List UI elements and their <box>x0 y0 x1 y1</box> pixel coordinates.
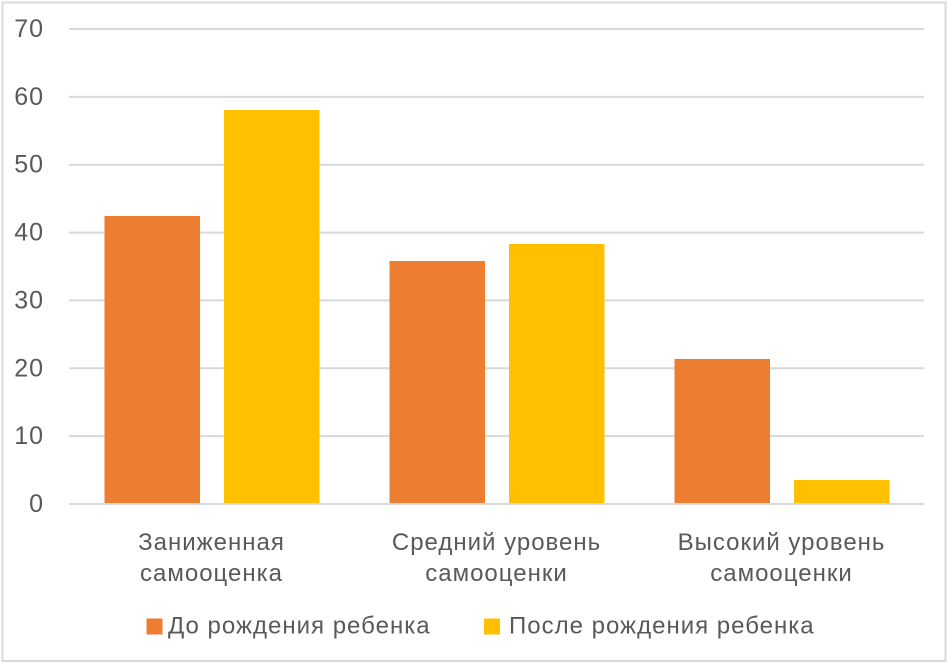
svg-text:70: 70 <box>14 15 44 43</box>
svg-text:0: 0 <box>29 490 44 518</box>
svg-text:20: 20 <box>14 354 44 382</box>
svg-text:самооценки: самооценки <box>710 560 853 587</box>
svg-text:Заниженная: Заниженная <box>138 529 285 556</box>
svg-text:Средний уровень: Средний уровень <box>392 529 601 556</box>
svg-text:До рождения ребенка: До рождения ребенка <box>168 613 431 640</box>
svg-text:30: 30 <box>14 286 44 314</box>
svg-text:40: 40 <box>14 219 44 247</box>
svg-text:самооценки: самооценки <box>425 560 568 587</box>
svg-text:После рождения ребенка: После рождения ребенка <box>509 613 815 640</box>
svg-text:10: 10 <box>14 422 44 450</box>
svg-text:60: 60 <box>14 83 44 111</box>
svg-text:50: 50 <box>14 151 44 179</box>
svg-text:самооценка: самооценка <box>140 560 283 587</box>
svg-text:Высокий уровень: Высокий уровень <box>678 529 886 556</box>
